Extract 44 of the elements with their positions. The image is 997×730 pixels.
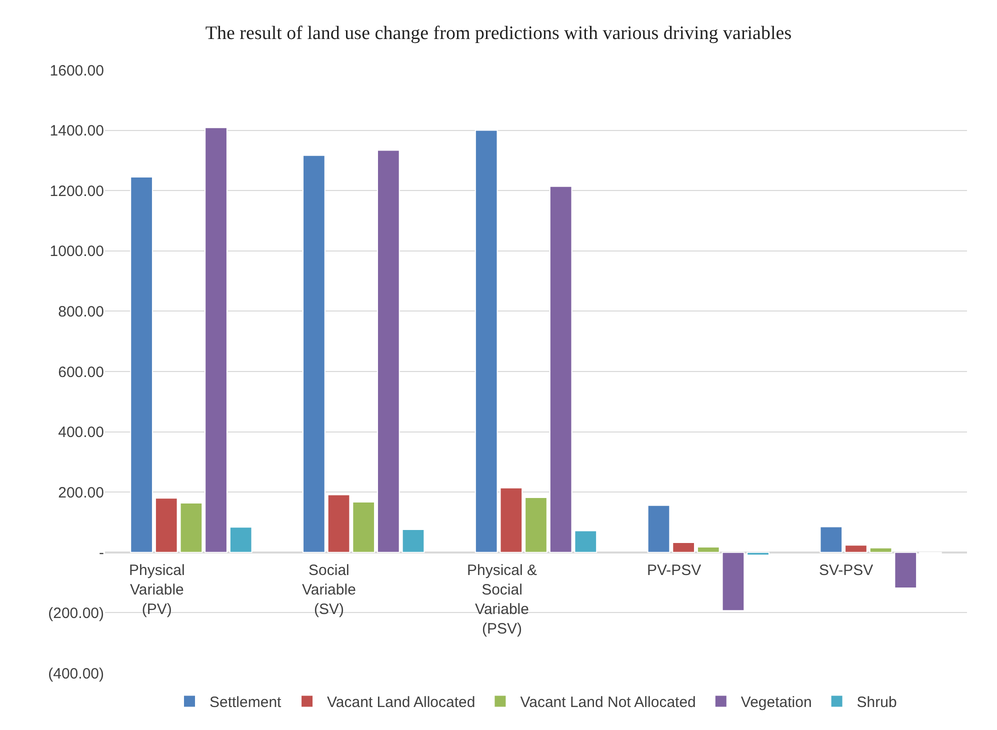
bar <box>204 127 228 553</box>
y-tick-label: 200.00 <box>58 484 104 502</box>
y-tick-label: 400.00 <box>58 424 104 442</box>
bar <box>154 498 178 553</box>
bar <box>327 494 350 553</box>
bar <box>352 502 376 553</box>
y-tick-label: (400.00) <box>48 665 104 682</box>
bar <box>377 150 400 553</box>
y-tick-label: 1400.00 <box>50 122 104 140</box>
bar <box>820 526 843 553</box>
bar <box>672 542 695 553</box>
y-tick-label: 800.00 <box>58 303 104 320</box>
y-tick-label: 600.00 <box>58 364 104 381</box>
legend-label: Vacant Land Not Allocated <box>520 694 696 712</box>
bar <box>474 130 498 553</box>
bar <box>229 526 252 553</box>
y-tick-label: (200.00) <box>48 604 104 622</box>
x-tick-label: Social Variable (SV) <box>302 562 356 618</box>
chart-title: The result of land use change from predictions with various driving variables <box>205 22 792 44</box>
bar <box>722 552 745 612</box>
bar <box>500 487 523 553</box>
bar <box>696 546 720 553</box>
x-tick-label: PV-PSV <box>647 562 702 579</box>
bar <box>844 544 868 553</box>
x-tick-label: Physical & Social Variable (PSV) <box>467 562 538 638</box>
legend-label: Settlement <box>210 694 282 712</box>
x-tick-label: Physical Variable (PV) <box>129 562 185 618</box>
bar <box>130 176 153 553</box>
y-tick-label: - <box>99 544 104 562</box>
legend-label: Vacant Land Allocated <box>327 694 476 712</box>
bar <box>746 552 770 556</box>
bar <box>894 552 918 588</box>
x-tick-label: SV-PSV <box>819 562 874 579</box>
bar <box>302 154 326 553</box>
y-tick-label: 1000.00 <box>50 243 104 260</box>
legend-label: Shrub <box>856 694 897 712</box>
legend-label: Vegetation <box>740 694 812 712</box>
bar <box>647 504 670 553</box>
y-tick-label: 1600.00 <box>50 62 104 80</box>
bar <box>869 547 892 553</box>
bar <box>180 502 203 553</box>
bar <box>402 528 425 553</box>
bar <box>524 497 548 553</box>
y-tick-label: 1200.00 <box>50 182 104 200</box>
